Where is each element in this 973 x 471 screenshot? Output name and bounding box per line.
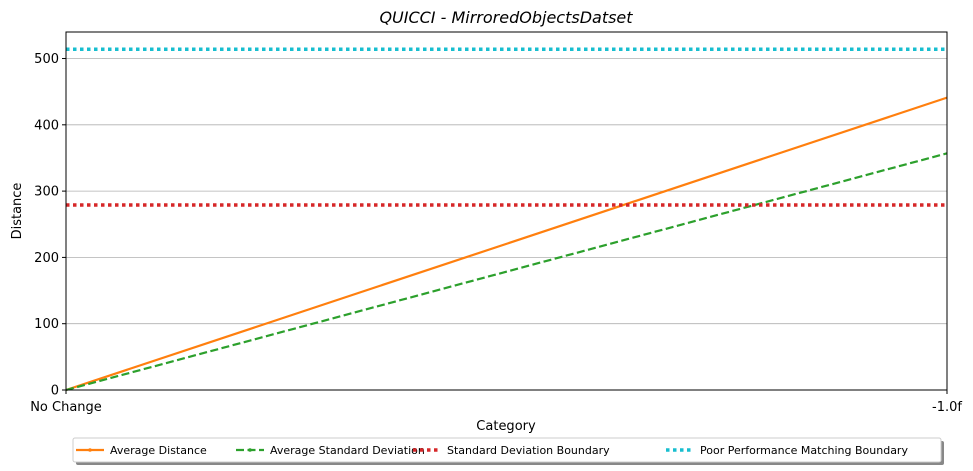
y-tick-label: 0 bbox=[51, 384, 59, 399]
series-line-0 bbox=[65, 96, 948, 392]
plot-frame bbox=[65, 31, 948, 391]
legend-label: Average Standard Deviation bbox=[270, 444, 425, 457]
legend-label: Average Distance bbox=[110, 444, 207, 457]
x-ticks: No Change -1.0f bbox=[30, 390, 962, 415]
x-tick-label: No Change bbox=[30, 400, 102, 415]
chart-title: QUICCI - MirroredObjectsDatset bbox=[379, 8, 633, 27]
y-ticks: 0 100 200 300 400 500 bbox=[34, 52, 66, 399]
x-tick-label: -1.0f bbox=[932, 400, 962, 415]
series-lines bbox=[65, 47, 948, 392]
y-tick-label: 100 bbox=[34, 317, 59, 332]
legend-box bbox=[72, 437, 942, 463]
y-tick-label: 500 bbox=[34, 52, 59, 67]
y-tick-label: 200 bbox=[34, 251, 59, 266]
legend: Average Distance Average Standard Deviati… bbox=[72, 437, 944, 465]
grid bbox=[66, 58, 947, 325]
y-tick-label: 300 bbox=[34, 185, 59, 200]
legend-marker bbox=[88, 448, 92, 452]
x-axis-label: Category bbox=[476, 419, 536, 434]
legend-marker bbox=[248, 448, 252, 452]
y-tick-label: 400 bbox=[34, 118, 59, 133]
legend-label: Standard Deviation Boundary bbox=[447, 444, 610, 457]
series-line-1 bbox=[65, 152, 948, 392]
legend-label: Poor Performance Matching Boundary bbox=[700, 444, 908, 457]
y-axis-label: Distance bbox=[10, 183, 25, 240]
